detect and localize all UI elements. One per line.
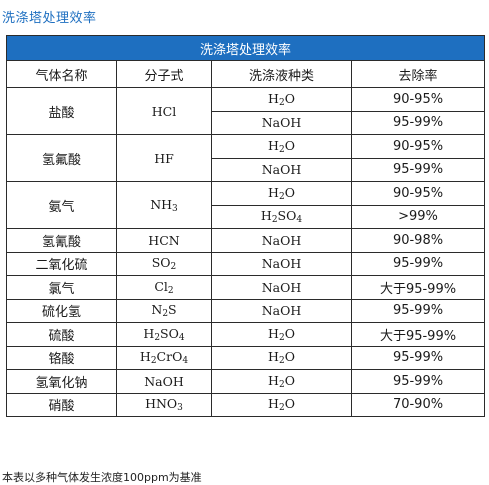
table-body: 盐酸 HCl H2O 90-95% NaOH 95-99% 氢氟酸 HF H2O 90-95% Na… [6,87,486,417]
formula-cell: HF [116,134,212,182]
liquid-cell: NaOH [211,228,352,253]
rate-cell: 95-99% [350,157,486,182]
gas-name-cell: 硫酸 [6,322,117,347]
rate-cell: 大于95-99% [350,322,486,347]
table-row: 铬酸 H2CrO4 H2O 95-99% [6,345,486,370]
formula-cell: H2CrO4 [116,345,212,370]
formula-cell: N2S [116,298,212,323]
gas-name-cell: 二氧化硫 [6,251,117,276]
header-liquid: 洗涤液种类 [211,60,352,88]
table-row: 氯气 Cl2 NaOH 大于95-99% [6,275,486,300]
table-banner-row: 洗涤塔处理效率 [5,35,486,61]
formula-cell: SO2 [116,251,212,276]
gas-name-cell: 氨气 [6,181,117,229]
rate-cell: 90-98% [350,228,486,253]
rate-cell: 95-99% [350,110,486,135]
liquid-cell: H2O [211,392,352,417]
liquid-cell: NaOH [211,110,352,135]
rate-cell: 70-90% [350,392,486,417]
gas-name-cell: 硫化氢 [6,298,117,323]
table-header-row: 气体名称 分子式 洗涤液种类 去除率 [6,60,486,88]
rate-cell: 大于95-99% [350,275,486,300]
liquid-cell: H2O [211,322,352,347]
formula-cell: H2SO4 [116,322,212,347]
table-row: 氨气 NH3 H2O 90-95% [6,181,486,229]
table-row: 氢氟酸 HF H2O 90-95% [6,134,486,182]
liquid-cell: H2O [211,181,352,206]
footnote: 本表以多种气体发生浓度100ppm为基准 [2,471,202,484]
rate-cell: 90-95% [350,87,486,112]
table-row: 二氧化硫 SO2 NaOH 95-99% [6,251,486,276]
table-row: 氢氧化钠 NaOH H2O 95-99% [6,369,486,394]
table-row: 硫化氢 N2S NaOH 95-99% [6,298,486,323]
table-row: 氢氰酸 HCN NaOH 90-98% [6,228,486,253]
header-gas-name: 气体名称 [6,60,117,88]
rate-cell: 90-95% [350,181,486,206]
table-row: 盐酸 HCl H2O 90-95% [6,87,486,135]
gas-name-cell: 氢氰酸 [6,228,117,253]
liquid-cell: NaOH [211,157,352,182]
formula-cell: NH3 [116,181,212,229]
table-row: H2SO4 >99% [7,204,486,229]
rate-cell: >99% [350,204,486,229]
liquid-cell: H2O [211,87,352,112]
header-rate: 去除率 [350,60,486,88]
rate-cell: 95-99% [350,298,486,323]
liquid-cell: H2O [211,369,352,394]
table-row: NaOH 95-99% [7,110,486,135]
liquid-cell: NaOH [211,251,352,276]
liquid-cell: H2O [211,345,352,370]
table-banner: 洗涤塔处理效率 [5,35,486,61]
efficiency-table: 洗涤塔处理效率 气体名称 分子式 洗涤液种类 去除率 盐酸 HCl H2O 90-95… [5,35,486,417]
rate-cell: 95-99% [350,345,486,370]
gas-name-cell: 铬酸 [6,345,117,370]
rate-cell: 95-99% [350,251,486,276]
rate-cell: 95-99% [350,369,486,394]
gas-name-cell: 硝酸 [6,392,117,417]
formula-cell: NaOH [116,369,212,394]
gas-name-cell: 氯气 [6,275,117,300]
table-row: 硝酸 HNO3 H2O 70-90% [6,392,486,417]
table-row: 硫酸 H2SO4 H2O 大于95-99% [6,322,486,347]
liquid-cell: H2O [211,134,352,159]
formula-cell: Cl2 [116,275,212,300]
liquid-cell: NaOH [211,275,352,300]
rate-cell: 90-95% [350,134,486,159]
liquid-cell: H2SO4 [211,204,352,229]
gas-name-cell: 氢氧化钠 [6,369,117,394]
formula-cell: HCN [116,228,212,253]
gas-name-cell: 盐酸 [6,87,117,135]
header-formula: 分子式 [116,60,212,88]
liquid-cell: NaOH [211,298,352,323]
formula-cell: HCl [116,87,212,135]
gas-name-cell: 氢氟酸 [6,134,117,182]
formula-cell: HNO3 [116,392,212,417]
page-title: 洗涤塔处理效率 [2,11,97,26]
